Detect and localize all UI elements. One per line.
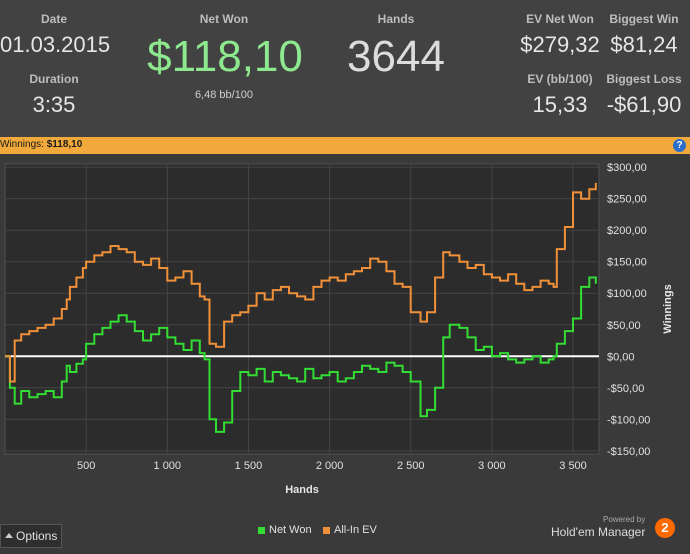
biggest-loss-label: Biggest Loss bbox=[606, 72, 682, 86]
biggest-loss-value: -$61,90 bbox=[606, 92, 682, 117]
y-tick-label: $300,00 bbox=[607, 162, 647, 174]
options-chevron-icon bbox=[5, 533, 13, 539]
y-tick-label: $100,00 bbox=[607, 288, 647, 300]
net-won-line bbox=[5, 276, 597, 433]
x-tick-label: 3 000 bbox=[478, 460, 506, 472]
x-tick-label: 2 000 bbox=[316, 460, 344, 472]
options-button[interactable]: Options bbox=[0, 524, 62, 548]
winnings-label: Winnings: bbox=[0, 139, 44, 150]
ev-bb100-value: 15,33 bbox=[532, 92, 588, 117]
y-tick-label: -$150,00 bbox=[607, 446, 650, 458]
winnings-value: $118,10 bbox=[46, 139, 83, 150]
x-tick-label: 1 500 bbox=[235, 460, 263, 472]
x-tick-label: 2 500 bbox=[397, 460, 425, 472]
net-won-label: Net Won bbox=[199, 12, 249, 26]
net-won-value: $118,10 bbox=[147, 32, 303, 81]
y-tick-label: $50,00 bbox=[607, 320, 641, 332]
net-won-bb100: 6,48 bb/100 bbox=[194, 89, 254, 101]
date-value: 01.03.2015 bbox=[0, 32, 111, 57]
legend-net-won[interactable]: Net Won bbox=[258, 524, 312, 536]
x-tick-label: 3 500 bbox=[559, 460, 587, 472]
duration-value: 3:35 bbox=[32, 92, 76, 117]
legend-all-in-ev[interactable]: All-In EV bbox=[323, 524, 377, 536]
y-axis-label: Winnings bbox=[662, 284, 674, 333]
winnings-banner: Winnings: $118,10 ? bbox=[0, 137, 690, 154]
hands-label: Hands bbox=[377, 12, 415, 26]
y-tick-label: $250,00 bbox=[607, 194, 647, 206]
y-tick-label: $150,00 bbox=[607, 257, 647, 269]
chart-svg: $300,00 $250,00 $200,00 $150,00 $100,00 $50,0… bbox=[4, 162, 674, 496]
ev-net-won-label: EV Net Won bbox=[526, 12, 594, 26]
date-label: Date bbox=[40, 12, 67, 26]
x-axis-label: Hands bbox=[285, 484, 319, 496]
all-in-ev-line bbox=[5, 182, 597, 383]
winnings-graph: $300,00 $250,00 $200,00 $150,00 $100,00 $50,0… bbox=[0, 154, 690, 524]
net-won-swatch bbox=[258, 526, 265, 534]
brand-logo-icon: 2 bbox=[655, 518, 675, 538]
options-label: Options bbox=[16, 529, 58, 543]
ev-net-won-value: $279,32 bbox=[520, 32, 600, 57]
ev-bb100-label: EV (bb/100) bbox=[527, 72, 593, 86]
y-tick-label: -$50,00 bbox=[607, 383, 644, 395]
all-in-ev-swatch bbox=[323, 526, 330, 534]
brand-name: Hold'em Manager bbox=[551, 525, 646, 539]
y-tick-label: -$100,00 bbox=[607, 414, 650, 426]
winnings-summary: Winnings: $118,10 bbox=[0, 139, 82, 150]
help-icon[interactable]: ? bbox=[673, 139, 686, 152]
x-tick-label: 1 000 bbox=[154, 460, 182, 472]
y-tick-label: $0,00 bbox=[607, 351, 635, 363]
legend-net-won-label: Net Won bbox=[269, 524, 312, 536]
hands-value: 3644 bbox=[347, 32, 445, 81]
duration-label: Duration bbox=[29, 72, 79, 86]
legend-all-in-ev-label: All-In EV bbox=[334, 524, 377, 536]
biggest-win-value: $81,24 bbox=[610, 32, 678, 57]
biggest-win-label: Biggest Win bbox=[609, 12, 679, 26]
powered-by-text: Powered by bbox=[603, 515, 646, 524]
y-tick-label: $200,00 bbox=[607, 225, 647, 237]
plot-area bbox=[4, 163, 600, 455]
x-tick-label: 500 bbox=[77, 460, 95, 472]
stats-panel: Date 01.03.2015 Duration 3:35 Net Won $1… bbox=[0, 0, 690, 137]
